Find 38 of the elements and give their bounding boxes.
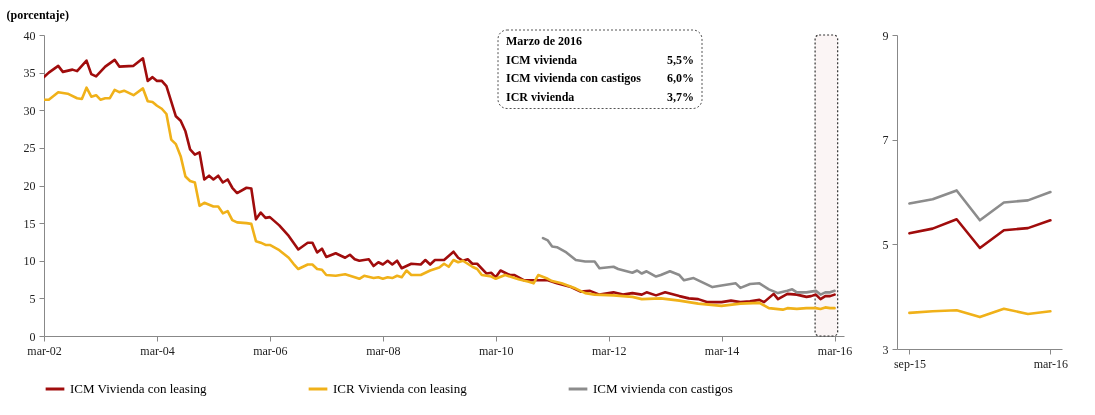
legend-label: ICM vivienda con castigos	[593, 381, 733, 396]
x-tick-label: mar-04	[140, 343, 175, 358]
annotation: Marzo de 2016	[506, 34, 582, 48]
y-tick-label: 7	[882, 133, 889, 148]
legend-label: ICR Vivienda con leasing	[333, 381, 468, 396]
annotation: ICM vivienda	[506, 52, 578, 67]
y-tick-label: 20	[23, 179, 36, 193]
x-tick-label: mar-10	[479, 343, 514, 358]
y-tick-label: 3	[882, 342, 889, 357]
x-tick-label: sep-15	[893, 356, 926, 371]
line-series	[541, 236, 836, 296]
x-tick-label: mar-16	[1033, 356, 1069, 371]
annotation: ICM vivienda con castigos	[506, 71, 642, 85]
x-tick-label: mar-08	[366, 343, 401, 358]
y-tick-label: 40	[23, 28, 36, 43]
annotation: 6,0%	[667, 71, 694, 85]
line-series	[908, 217, 1052, 250]
line-series	[908, 189, 1052, 222]
y-tick-label: 35	[23, 66, 36, 81]
y-tick-label: 30	[23, 103, 36, 118]
annotation: 3,7%	[667, 89, 694, 104]
x-tick-label: mar-12	[592, 343, 627, 358]
y-tick-label: 25	[23, 141, 36, 156]
line-series	[908, 307, 1052, 319]
y-tick-label: 10	[23, 254, 36, 269]
annotation: ICR vivienda	[506, 89, 575, 104]
legend-label: ICM Vivienda con leasing	[70, 381, 208, 396]
x-tick-label: mar-06	[253, 343, 288, 358]
y-tick-label: 5	[882, 237, 889, 252]
y-tick-label: 9	[882, 28, 889, 43]
y-axis-title: (porcentaje)	[6, 7, 69, 22]
y-tick-label: 5	[29, 291, 36, 306]
annotation: 5,5%	[667, 52, 694, 67]
x-tick-label: mar-14	[704, 343, 740, 358]
x-tick-label: mar-02	[27, 343, 62, 358]
x-tick-label: mar-16	[817, 343, 853, 358]
y-tick-label: 0	[29, 329, 36, 344]
y-tick-label: 15	[23, 216, 36, 231]
